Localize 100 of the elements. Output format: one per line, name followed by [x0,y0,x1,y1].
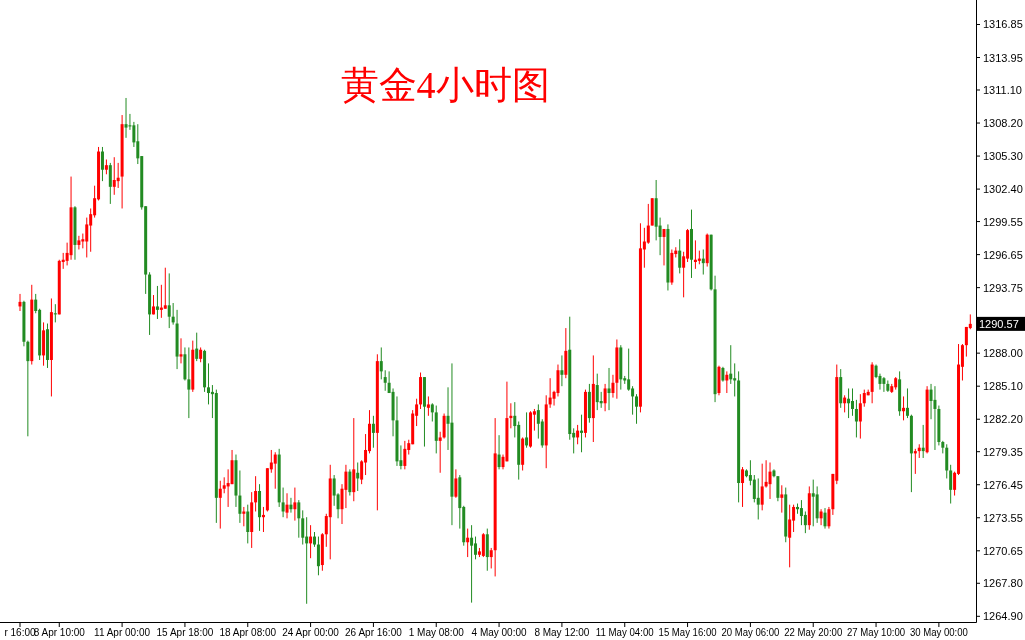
y-tick-label: 1276.45 [983,478,1023,491]
candlestick [379,346,383,380]
candlestick [301,509,305,546]
candlestick [230,449,234,485]
candlestick [53,303,57,323]
y-tick-label: 1267.80 [983,577,1023,590]
candlestick [442,413,446,440]
candlestick [167,272,171,329]
candlestick [627,348,631,392]
candlestick [607,367,611,411]
candlestick [206,362,210,405]
candlestick [905,387,909,419]
candlestick [949,464,953,505]
candlestick [489,547,493,569]
candlestick [964,326,968,358]
candlestick [788,504,792,568]
y-tick-label: 1285.10 [983,380,1023,393]
x-tick-label: 11 Apr 00:00 [94,627,151,638]
y-tick-label: 1305.30 [983,150,1023,163]
x-tick-label: 4 May 00:00 [471,627,528,638]
y-tick-label: 1288.00 [983,347,1023,360]
candlestick [768,462,772,500]
candlestick [902,395,906,421]
candlestick [803,511,807,534]
x-tick-label: 8 May 12:00 [534,627,590,638]
candlestick [426,395,430,417]
candlestick [242,506,246,527]
x-tick-label: 11 May 04:00 [595,627,656,638]
y-tick-label: 1316.85 [983,18,1023,31]
candlestick [564,327,568,379]
candlestick [108,162,112,205]
candlestick [595,373,599,411]
x-tick-label: 8 Apr 10:00 [33,627,86,638]
x-tick-label: 15 May 16:00 [658,627,720,638]
y-tick-label: 1264.90 [983,610,1023,623]
y-tick-label: 1279.35 [983,445,1023,458]
candlestick [815,485,819,524]
candlestick [921,424,925,459]
candlestick [293,487,297,522]
candlestick [811,479,815,527]
candlestick [760,463,764,511]
candlestick [481,532,485,558]
x-tick-label: 27 May 10:00 [847,627,908,638]
candlestick [497,434,501,470]
candlestick [756,477,760,520]
candlestick [124,97,128,139]
candlestick [85,217,89,258]
candlestick [819,508,823,526]
y-tick-label: 1299.55 [983,215,1023,228]
x-tick-label: 26 Apr 16:00 [345,627,403,638]
candlestick [246,504,250,544]
x-tick-label: 18 Apr 08:00 [219,627,277,638]
candlestick [752,474,756,503]
candlestick [662,228,666,266]
y-tick-label: 1311.10 [983,84,1022,96]
candlestick [780,484,784,514]
candlestick [179,337,183,364]
x-tick-label: 15 Apr 18:00 [156,627,214,638]
candlestick [285,492,289,519]
candlestick [112,156,116,196]
x-tick-label: r 16:00 [4,627,36,638]
candlestick [273,451,277,490]
candlestick [254,475,258,512]
candlestick [371,415,375,449]
y-tick-label: 1282.20 [983,413,1023,426]
candlestick [348,468,352,497]
candlestick [77,235,81,250]
y-tick-label: 1296.65 [983,248,1023,261]
candlestick [454,468,458,499]
candlestick [646,203,650,245]
candlestick [945,443,949,479]
x-tick-label: 22 May 20:00 [784,627,845,638]
x-tick-label: 1 May 08:00 [408,627,465,638]
candlestick [560,354,564,387]
x-tick-label: 20 May 06:00 [721,627,783,638]
candlestick [858,393,862,440]
y-tick-label: 1273.55 [983,511,1023,524]
candlestick [485,528,489,572]
x-tick-label: 30 May 00:00 [909,627,971,638]
y-tick-label: 1308.20 [983,117,1023,130]
candlestick [316,536,320,576]
text: 黄金4小时图 [340,64,550,106]
candlestick [195,332,199,362]
candlestick [430,402,434,422]
candlestick [218,480,222,530]
candlestick [352,417,356,502]
candlestick [823,507,827,530]
candlestick [678,238,682,274]
candlestick [635,393,639,425]
candlestick [163,267,167,310]
candlestick [187,346,191,419]
candlestick [854,399,858,438]
candlestick [933,385,937,451]
y-tick-label: 1270.65 [983,544,1023,557]
x-tick-label: 24 Apr 00:00 [282,627,340,638]
candlestick [850,387,854,417]
y-tick-label: 1293.75 [983,281,1023,294]
candlestick [383,369,387,392]
candlestick [403,440,407,470]
candlestick [882,376,886,393]
